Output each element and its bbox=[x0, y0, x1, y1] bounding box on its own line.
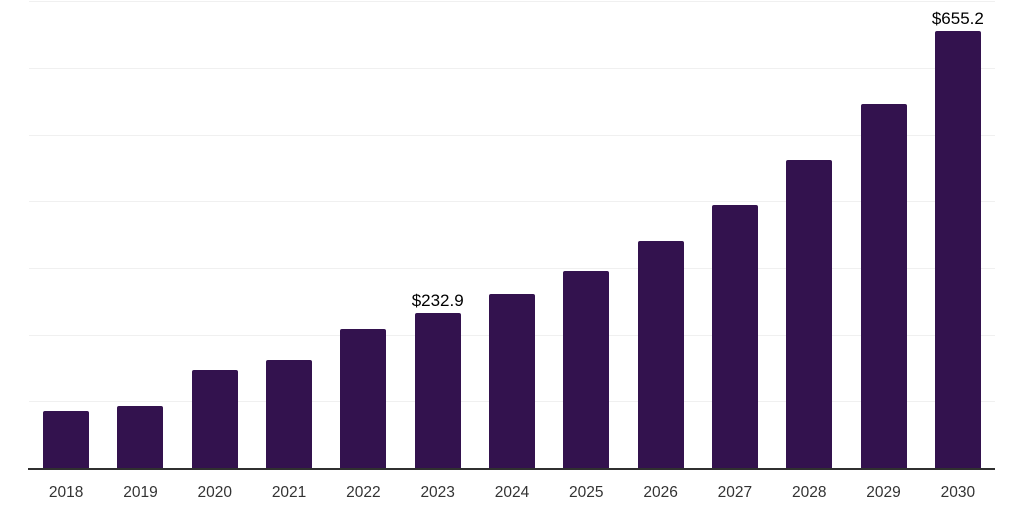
x-tick-label-2028: 2028 bbox=[791, 484, 827, 501]
x-tick-label-2021: 2021 bbox=[271, 484, 307, 501]
x-tick-label-2026: 2026 bbox=[643, 484, 678, 501]
bar-2027 bbox=[711, 204, 758, 468]
bar-2018 bbox=[43, 411, 90, 468]
bar-2022 bbox=[340, 329, 387, 468]
x-tick-label-2024: 2024 bbox=[494, 484, 530, 501]
x-tick-label-2029: 2029 bbox=[866, 484, 901, 501]
x-tick-label-2018: 2018 bbox=[48, 484, 84, 501]
bar-2021 bbox=[266, 359, 313, 468]
x-tick-label-2019: 2019 bbox=[123, 484, 158, 501]
x-tick-label-2020: 2020 bbox=[197, 484, 232, 501]
data-label-2023: $232.9 bbox=[411, 290, 464, 310]
gridline bbox=[29, 1, 995, 3]
data-label-2030: $655.2 bbox=[931, 9, 984, 29]
bar-2023 bbox=[414, 312, 461, 468]
bar-2030 bbox=[934, 31, 981, 468]
plot-area: $232.9 $655.2 bbox=[28, 1, 995, 470]
bar-2019 bbox=[117, 406, 164, 468]
x-axis-line bbox=[28, 468, 995, 470]
bar-2020 bbox=[191, 369, 238, 468]
bar-2029 bbox=[860, 103, 907, 468]
gridline bbox=[29, 134, 995, 136]
x-tick-label-2025: 2025 bbox=[569, 484, 604, 501]
bar-2028 bbox=[786, 160, 833, 468]
x-tick-label-2027: 2027 bbox=[717, 484, 753, 501]
bar-2024 bbox=[489, 294, 535, 468]
bar-2026 bbox=[637, 240, 684, 468]
gridline bbox=[29, 68, 995, 70]
x-tick-label-2023: 2023 bbox=[420, 484, 455, 501]
bar-2025 bbox=[563, 270, 610, 468]
gridline bbox=[29, 268, 995, 270]
x-tick-label-2030: 2030 bbox=[940, 484, 976, 501]
x-tick-label-2022: 2022 bbox=[346, 484, 381, 501]
gridline bbox=[29, 201, 995, 203]
